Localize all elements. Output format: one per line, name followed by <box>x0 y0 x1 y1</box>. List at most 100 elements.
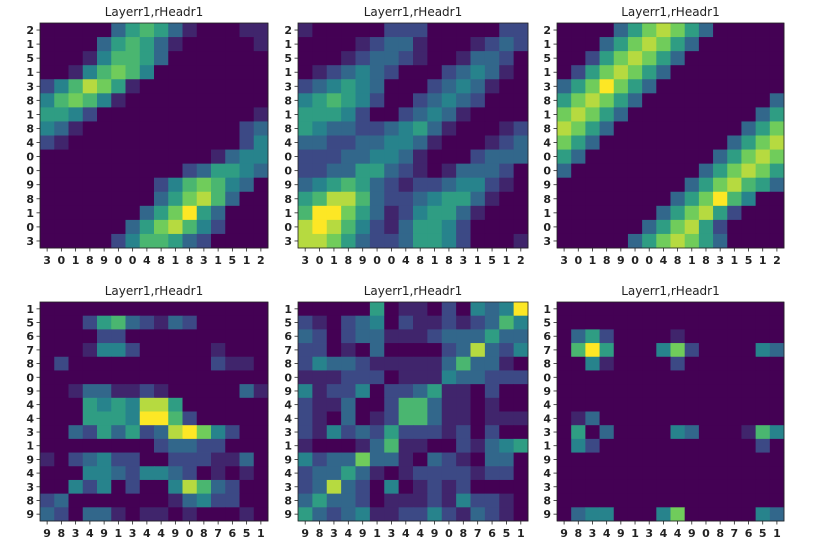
heatmap-cell <box>557 149 572 165</box>
heatmap-cell <box>253 438 269 453</box>
heatmap-cell <box>684 384 700 399</box>
y-tick-label: 9 <box>543 385 551 398</box>
heatmap-cell <box>125 397 141 412</box>
heatmap-cell <box>684 107 700 122</box>
heatmap-cell <box>82 107 98 122</box>
heatmap-cell <box>225 65 240 80</box>
heatmap-cell <box>727 23 742 38</box>
heatmap-cell <box>571 438 586 453</box>
heatmap-cell <box>499 479 515 495</box>
x-tick-label: 9 <box>100 527 108 540</box>
heatmap-cell <box>54 411 69 426</box>
heatmap-cell <box>713 411 728 426</box>
heatmap-cell <box>642 37 657 52</box>
heatmap-cell <box>125 177 141 193</box>
heatmap-cell <box>470 493 486 508</box>
heatmap-cell <box>196 343 212 358</box>
heatmap-cell <box>599 163 615 179</box>
y-tick-label: 1 <box>26 66 34 79</box>
heatmap-cell <box>182 79 198 94</box>
heatmap-cell <box>769 65 785 80</box>
heatmap-cell <box>97 65 112 80</box>
heatmap-cell <box>40 37 55 52</box>
heatmap-cell <box>698 425 714 440</box>
x-tick-label: 3 <box>560 254 568 267</box>
heatmap-cell <box>642 233 657 249</box>
heatmap-cell <box>196 493 212 508</box>
heatmap-cell <box>168 329 183 344</box>
y-tick-label: 1 <box>26 440 34 453</box>
heatmap-cell <box>97 479 112 495</box>
heatmap-cell <box>312 370 328 385</box>
heatmap-cell <box>441 356 457 371</box>
x-tick-label: 5 <box>488 254 496 267</box>
heatmap-cell <box>670 65 686 80</box>
heatmap-cell <box>239 37 255 52</box>
heatmap-cell <box>656 425 671 440</box>
heatmap-cell <box>154 425 169 440</box>
heatmap-cell <box>239 219 255 235</box>
y-tick-label: 1 <box>543 38 551 51</box>
y-tick-label: 0 <box>26 371 34 384</box>
heatmap-cell <box>585 493 600 508</box>
heatmap-cell <box>557 343 572 358</box>
heatmap-cell <box>557 135 572 150</box>
heatmap-cell <box>312 343 328 358</box>
heatmap-cell <box>225 479 240 495</box>
x-tick-label: 0 <box>316 254 324 267</box>
heatmap-cell <box>40 356 55 371</box>
heatmap-cell <box>727 65 742 80</box>
y-tick-label: 3 <box>26 426 34 439</box>
heatmap-cell <box>125 343 141 358</box>
heatmap-cell <box>613 493 629 508</box>
heatmap-cell <box>613 411 629 426</box>
heatmap-cell <box>413 219 428 235</box>
heatmap-cell <box>456 425 471 440</box>
heatmap-cell <box>642 121 657 136</box>
y-tick-label: 4 <box>284 412 292 425</box>
heatmap-cell <box>585 135 600 150</box>
heatmap-cell <box>312 302 328 317</box>
heatmap-cell <box>727 219 742 235</box>
heatmap-cell <box>40 177 55 193</box>
heatmap-cell <box>499 438 515 453</box>
heatmap-cell <box>698 107 714 122</box>
heatmap-cell <box>413 65 428 80</box>
y-tick-label: 4 <box>26 467 34 480</box>
heatmap-cell <box>585 205 600 221</box>
y-tick-label: 2 <box>26 24 34 37</box>
heatmap-cell <box>513 329 529 344</box>
heatmap-cell <box>68 479 84 495</box>
x-tick-label: 3 <box>716 254 724 267</box>
heatmap-cell <box>698 163 714 179</box>
heatmap-cell <box>470 51 486 66</box>
heatmap-cell <box>456 93 471 108</box>
heatmap-cell <box>484 51 500 66</box>
heatmap-cell <box>571 163 586 179</box>
heatmap-cell <box>82 163 98 179</box>
heatmap-cell <box>111 479 126 495</box>
heatmap-cell <box>168 343 183 358</box>
heatmap-cell <box>182 466 198 481</box>
heatmap-cell <box>513 93 529 108</box>
heatmap-cell <box>196 329 212 344</box>
heatmap-cell <box>441 121 457 136</box>
heatmap-cell <box>68 343 84 358</box>
heatmap-cell <box>698 315 714 330</box>
x-tick-label: 4 <box>344 527 352 540</box>
heatmap-cell <box>741 37 757 52</box>
heatmap-cell <box>68 219 84 235</box>
heatmap-cell <box>656 65 671 80</box>
heatmap-cell <box>298 452 313 467</box>
heatmap-cell <box>125 79 141 94</box>
heatmap-cell <box>441 479 457 495</box>
heatmap-cell <box>82 233 98 249</box>
heatmap-cell <box>168 356 183 371</box>
heatmap-cell <box>312 191 328 207</box>
heatmap-cell <box>168 397 183 412</box>
heatmap-cell <box>398 397 414 412</box>
y-tick-label: 0 <box>543 221 551 234</box>
heatmap-cell <box>111 356 126 371</box>
heatmap-cell <box>253 384 269 399</box>
heatmap-cell <box>470 191 486 207</box>
